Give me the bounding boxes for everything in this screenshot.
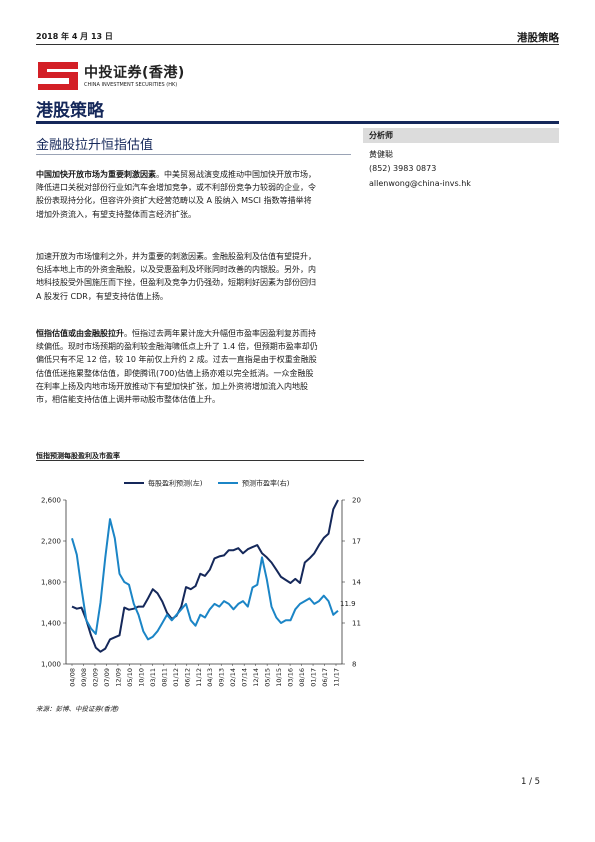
- section-divider: [36, 121, 559, 124]
- x-tick-label: 11/12: [195, 668, 203, 687]
- x-tick-label: 12/09: [114, 668, 122, 687]
- chart-source: 来源：彭博、中投证券(香港): [36, 705, 120, 713]
- x-tick-label: 08/11: [160, 668, 168, 687]
- legend-label-2: 预测市盈率(右): [242, 479, 290, 488]
- paragraph-lead: 中国加快开放市场为重要刺激因素: [36, 170, 156, 179]
- series-line-1: [71, 499, 339, 653]
- x-tick-label: 09/13: [218, 668, 226, 687]
- right-tick-label: 11: [352, 620, 361, 628]
- x-tick-label: 03/16: [287, 668, 295, 687]
- logo-chinese-name: 中投证券(香港): [84, 65, 185, 81]
- x-tick-label: 02/14: [229, 668, 237, 687]
- left-tick-label: 1,800: [41, 579, 61, 587]
- logo-english-name: CHINA INVESTMENT SECURITIES (HK): [84, 82, 178, 88]
- analyst-name: 黄健聪: [369, 150, 393, 159]
- company-logo-mark-icon: [36, 58, 80, 92]
- eps-pe-chart: 每股盈利预测(左) 预测市盈率(右) 1,000 1,400 1,800 2,200 2,…: [36, 466, 366, 696]
- left-tick-label: 2,600: [41, 497, 61, 505]
- x-tick-label: 10/10: [137, 668, 145, 687]
- left-tick-label: 1,000: [41, 661, 61, 669]
- right-tick-label: 17: [352, 538, 361, 546]
- paragraph-1: 中国加快开放市场为重要刺激因素。中美贸易战演变成推动中国加快开放市场， 降低进口…: [36, 170, 316, 219]
- x-tick-label: 06/17: [321, 668, 329, 687]
- x-tick-label: 04/13: [206, 668, 214, 687]
- analyst-heading: 分析师: [369, 131, 393, 140]
- analyst-heading-bar: 分析师: [363, 128, 559, 143]
- right-tick-label: 8: [352, 661, 356, 669]
- x-tick-label: 01/17: [310, 668, 318, 687]
- x-tick-label: 05/15: [264, 668, 272, 687]
- x-tick-label: 12/14: [252, 668, 260, 687]
- article-title: 金融股拉升恒指估值: [36, 138, 154, 153]
- x-tick-label: 06/12: [183, 668, 191, 687]
- left-tick-label: 2,200: [41, 538, 61, 546]
- left-tick-label: 1,400: [41, 620, 61, 628]
- x-tick-label: 07/14: [241, 668, 249, 687]
- chart-title-divider: [36, 460, 364, 461]
- series-line-2: [71, 518, 339, 641]
- x-tick-label: 08/16: [298, 668, 306, 687]
- x-tick-label: 05/10: [126, 668, 134, 687]
- x-tick-label: 07/09: [103, 668, 111, 687]
- x-tick-label: 02/09: [91, 668, 99, 687]
- x-tick-label: 10/15: [275, 668, 283, 687]
- x-tick-label: 09/08: [80, 668, 88, 687]
- analyst-phone: (852) 3983 0873: [369, 164, 437, 173]
- analyst-email[interactable]: allenwong@china-invs.hk: [369, 179, 471, 188]
- x-tick-label: 11/17: [333, 668, 341, 687]
- page-number: 1 / 5: [521, 777, 541, 787]
- paragraph-3: 恒指估值或由金融股拉升。恒指过去两年累计庞大升幅但市盈率因盈利复苏而持 续偏低。…: [36, 329, 318, 405]
- header-title: 港股策略: [517, 32, 559, 44]
- paragraph-2: 加速开放为市场憧利之外，并为重要的刺激因素。金融股盈利及估值有望提升， 包括本地…: [36, 252, 316, 301]
- right-tick-label: 20: [352, 497, 361, 505]
- section-title: 港股策略: [36, 101, 104, 121]
- chart-title: 恒指预测每股盈利及市盈率: [36, 452, 120, 460]
- legend-label-1: 每股盈利预测(左): [148, 479, 203, 488]
- company-logo: 中投证券(香港) CHINA INVESTMENT SECURITIES (HK…: [36, 58, 186, 92]
- header-divider: [36, 44, 559, 45]
- article-title-underline: [36, 154, 351, 155]
- x-tick-label: 01/12: [172, 668, 180, 687]
- x-tick-label: 03/11: [149, 668, 157, 687]
- pe-latest-annotation: 11.9: [340, 600, 356, 608]
- right-tick-label: 14: [352, 579, 361, 587]
- report-date: 2018 年 4 月 13 日: [36, 32, 113, 41]
- paragraph-lead: 恒指估值或由金融股拉升: [36, 329, 124, 338]
- x-tick-label: 04/08: [69, 668, 77, 687]
